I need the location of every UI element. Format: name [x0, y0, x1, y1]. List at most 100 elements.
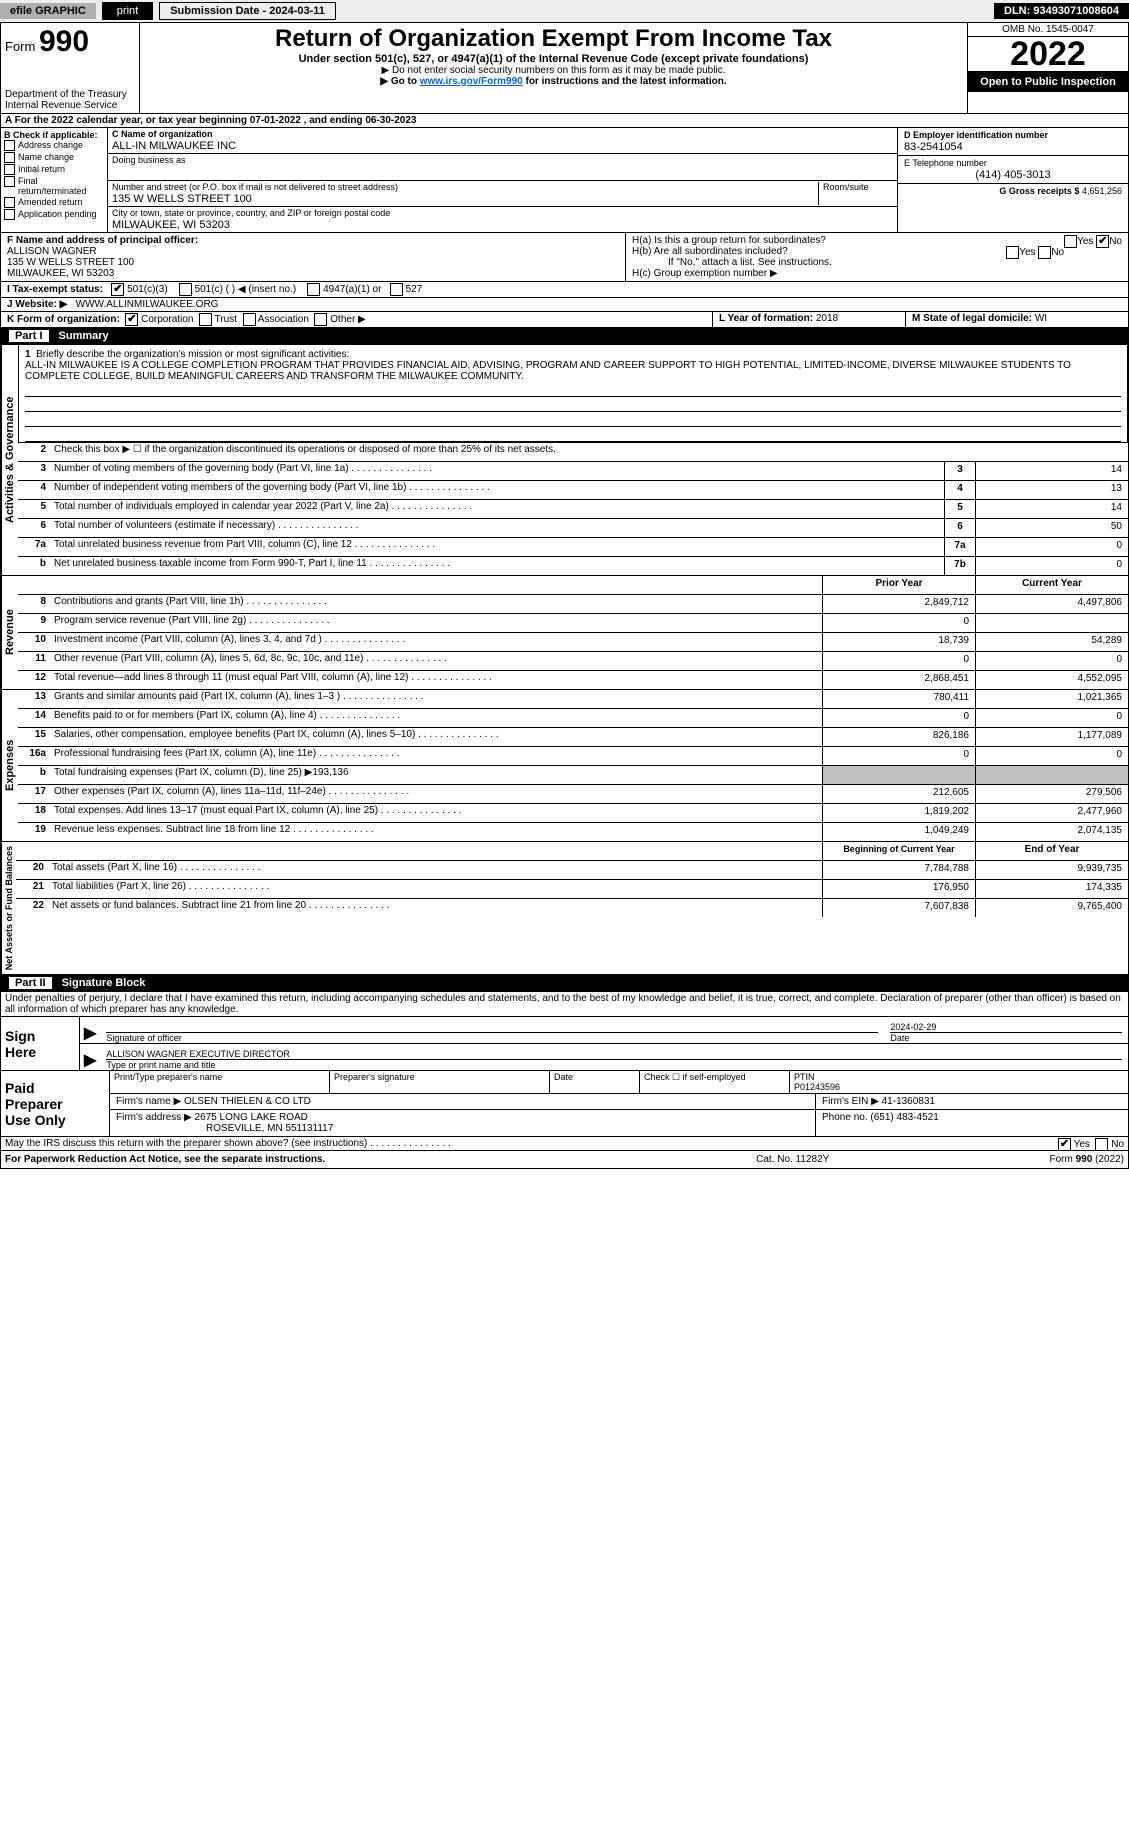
sign-l2: Here — [5, 1044, 75, 1060]
table-row: bNet unrelated business taxable income f… — [18, 557, 1128, 575]
hb-no[interactable] — [1038, 246, 1051, 259]
prep-h4: Check ☐ if self-employed — [640, 1071, 790, 1094]
date-label: Date — [890, 1032, 1122, 1043]
k-label: K Form of organization: — [7, 314, 120, 325]
type-name-label: Type or print name and title — [106, 1059, 1122, 1070]
chk-corp[interactable] — [125, 313, 138, 326]
rev-group: Revenue Prior Year Current Year 8Contrib… — [0, 576, 1129, 690]
arrow-icon: ▶ — [80, 1023, 100, 1043]
gov-vlabel: Activities & Governance — [1, 345, 18, 575]
sign-here-label: Sign Here — [1, 1017, 80, 1070]
chk-other[interactable] — [314, 313, 327, 326]
top-bar: efile GRAPHIC print Submission Date - 20… — [0, 0, 1129, 23]
chk-pending[interactable] — [4, 209, 15, 220]
phone-label: Phone no. — [822, 1112, 868, 1123]
paid-l2: Preparer — [5, 1096, 105, 1112]
begin-year-head: Beginning of Current Year — [822, 842, 975, 860]
b-opt-2: Initial return — [18, 164, 65, 174]
exp-group: Expenses 13Grants and similar amounts pa… — [0, 690, 1129, 842]
prep-h1: Print/Type preparer's name — [110, 1071, 330, 1094]
line-klm: K Form of organization: Corporation Trus… — [0, 312, 1129, 328]
col-h: H(a) Is this a group return for subordin… — [626, 233, 1128, 281]
dept-label: Department of the Treasury — [5, 89, 135, 100]
chk-4947[interactable] — [307, 283, 320, 296]
chk-501c[interactable] — [179, 283, 192, 296]
chk-501c3[interactable] — [111, 283, 124, 296]
table-row: 15Salaries, other compensation, employee… — [18, 728, 1128, 747]
mission-text: ALL-IN MILWAUKEE IS A COLLEGE COMPLETION… — [25, 360, 1071, 382]
discuss-no[interactable] — [1095, 1138, 1108, 1151]
firm-addr-label: Firm's address ▶ — [116, 1112, 192, 1123]
ha-no[interactable] — [1096, 235, 1109, 248]
c-name-label: C Name of organization — [112, 129, 213, 139]
chk-initial[interactable] — [4, 164, 15, 175]
city-label: City or town, state or province, country… — [112, 208, 390, 218]
j-label: J Website: ▶ — [7, 299, 67, 310]
table-row: 5Total number of individuals employed in… — [18, 500, 1128, 519]
chk-amended[interactable] — [4, 197, 15, 208]
hc-label: H(c) Group exemption number ▶ — [632, 268, 1122, 279]
table-row: 11Other revenue (Part VIII, column (A), … — [18, 652, 1128, 671]
efile-label: efile GRAPHIC — [0, 3, 96, 19]
dln-label: DLN: 93493071008604 — [994, 3, 1129, 19]
form-subtitle: Under section 501(c), 527, or 4947(a)(1)… — [146, 53, 961, 65]
line-i: I Tax-exempt status: 501(c)(3) 501(c) ( … — [0, 282, 1129, 298]
paid-label: Paid Preparer Use Only — [1, 1071, 110, 1136]
table-row: 7aTotal unrelated business revenue from … — [18, 538, 1128, 557]
table-row: 21Total liabilities (Part X, line 26)176… — [16, 880, 1128, 899]
gross-receipts: 4,651,256 — [1082, 186, 1122, 196]
firm-ein: 41-1360831 — [882, 1096, 935, 1107]
goto-link[interactable]: www.irs.gov/Form990 — [420, 76, 523, 87]
net-vlabel: Net Assets or Fund Balances — [1, 842, 16, 974]
prep-h2: Preparer's signature — [330, 1071, 550, 1094]
org-name: ALL-IN MILWAUKEE INC — [112, 139, 893, 152]
col-b: B Check if applicable: Address change Na… — [1, 128, 108, 232]
section-bcdeg: B Check if applicable: Address change Na… — [0, 128, 1129, 233]
i-o2: 501(c) ( ) ◀ (insert no.) — [195, 284, 297, 295]
form-title: Return of Organization Exempt From Incom… — [146, 25, 961, 53]
public-inspection: Open to Public Inspection — [968, 72, 1128, 92]
chk-address[interactable] — [4, 140, 15, 151]
chk-trust[interactable] — [199, 313, 212, 326]
table-row: 8Contributions and grants (Part VIII, li… — [18, 595, 1128, 614]
gov-group: Activities & Governance 1 Briefly descri… — [0, 345, 1129, 576]
i-label: I Tax-exempt status: — [7, 284, 103, 295]
rev-vlabel: Revenue — [1, 576, 18, 689]
part-i-header: Part I Summary — [0, 328, 1129, 345]
e-label: E Telephone number — [904, 158, 987, 168]
paid-l1: Paid — [5, 1080, 105, 1096]
end-year-head: End of Year — [975, 842, 1128, 860]
table-row: 17Other expenses (Part IX, column (A), l… — [18, 785, 1128, 804]
discuss-row: May the IRS discuss this return with the… — [0, 1137, 1129, 1151]
paid-preparer-section: Paid Preparer Use Only Print/Type prepar… — [0, 1071, 1129, 1137]
submission-date: Submission Date - 2024-03-11 — [159, 2, 336, 20]
hb-yes[interactable] — [1006, 246, 1019, 259]
exp-vlabel: Expenses — [1, 690, 18, 841]
b-opt-0: Address change — [18, 140, 83, 150]
chk-527[interactable] — [390, 283, 403, 296]
chk-name[interactable] — [4, 152, 15, 163]
year-formation: 2018 — [816, 313, 838, 324]
org-address: 135 W WELLS STREET 100 — [112, 192, 818, 205]
chk-final[interactable] — [4, 176, 15, 187]
discuss-yes[interactable] — [1058, 1138, 1071, 1151]
ptin-value: P01243596 — [794, 1082, 840, 1092]
table-row: bTotal fundraising expenses (Part IX, co… — [18, 766, 1128, 785]
page-footer: For Paperwork Reduction Act Notice, see … — [0, 1151, 1129, 1169]
i-o3: 4947(a)(1) or — [323, 284, 381, 295]
room-label: Room/suite — [818, 182, 893, 205]
k-o0: Corporation — [141, 314, 193, 325]
officer-sig-name: ALLISON WAGNER EXECUTIVE DIRECTOR — [106, 1049, 1122, 1059]
table-row: 19Revenue less expenses. Subtract line 1… — [18, 823, 1128, 841]
prior-year-head: Prior Year — [822, 576, 975, 594]
state-domicile: WI — [1035, 313, 1047, 324]
print-button[interactable]: print — [102, 2, 153, 20]
part-ii-header: Part II Signature Block — [0, 975, 1129, 992]
mission-num: 1 — [25, 349, 31, 360]
ssn-note: ▶ Do not enter social security numbers o… — [146, 65, 961, 76]
header-left: Form 990 Department of the Treasury Inte… — [1, 23, 140, 113]
prep-h5: PTIN — [794, 1072, 815, 1082]
ha-yes[interactable] — [1064, 235, 1077, 248]
b-head: B Check if applicable: — [4, 130, 104, 140]
chk-assoc[interactable] — [243, 313, 256, 326]
